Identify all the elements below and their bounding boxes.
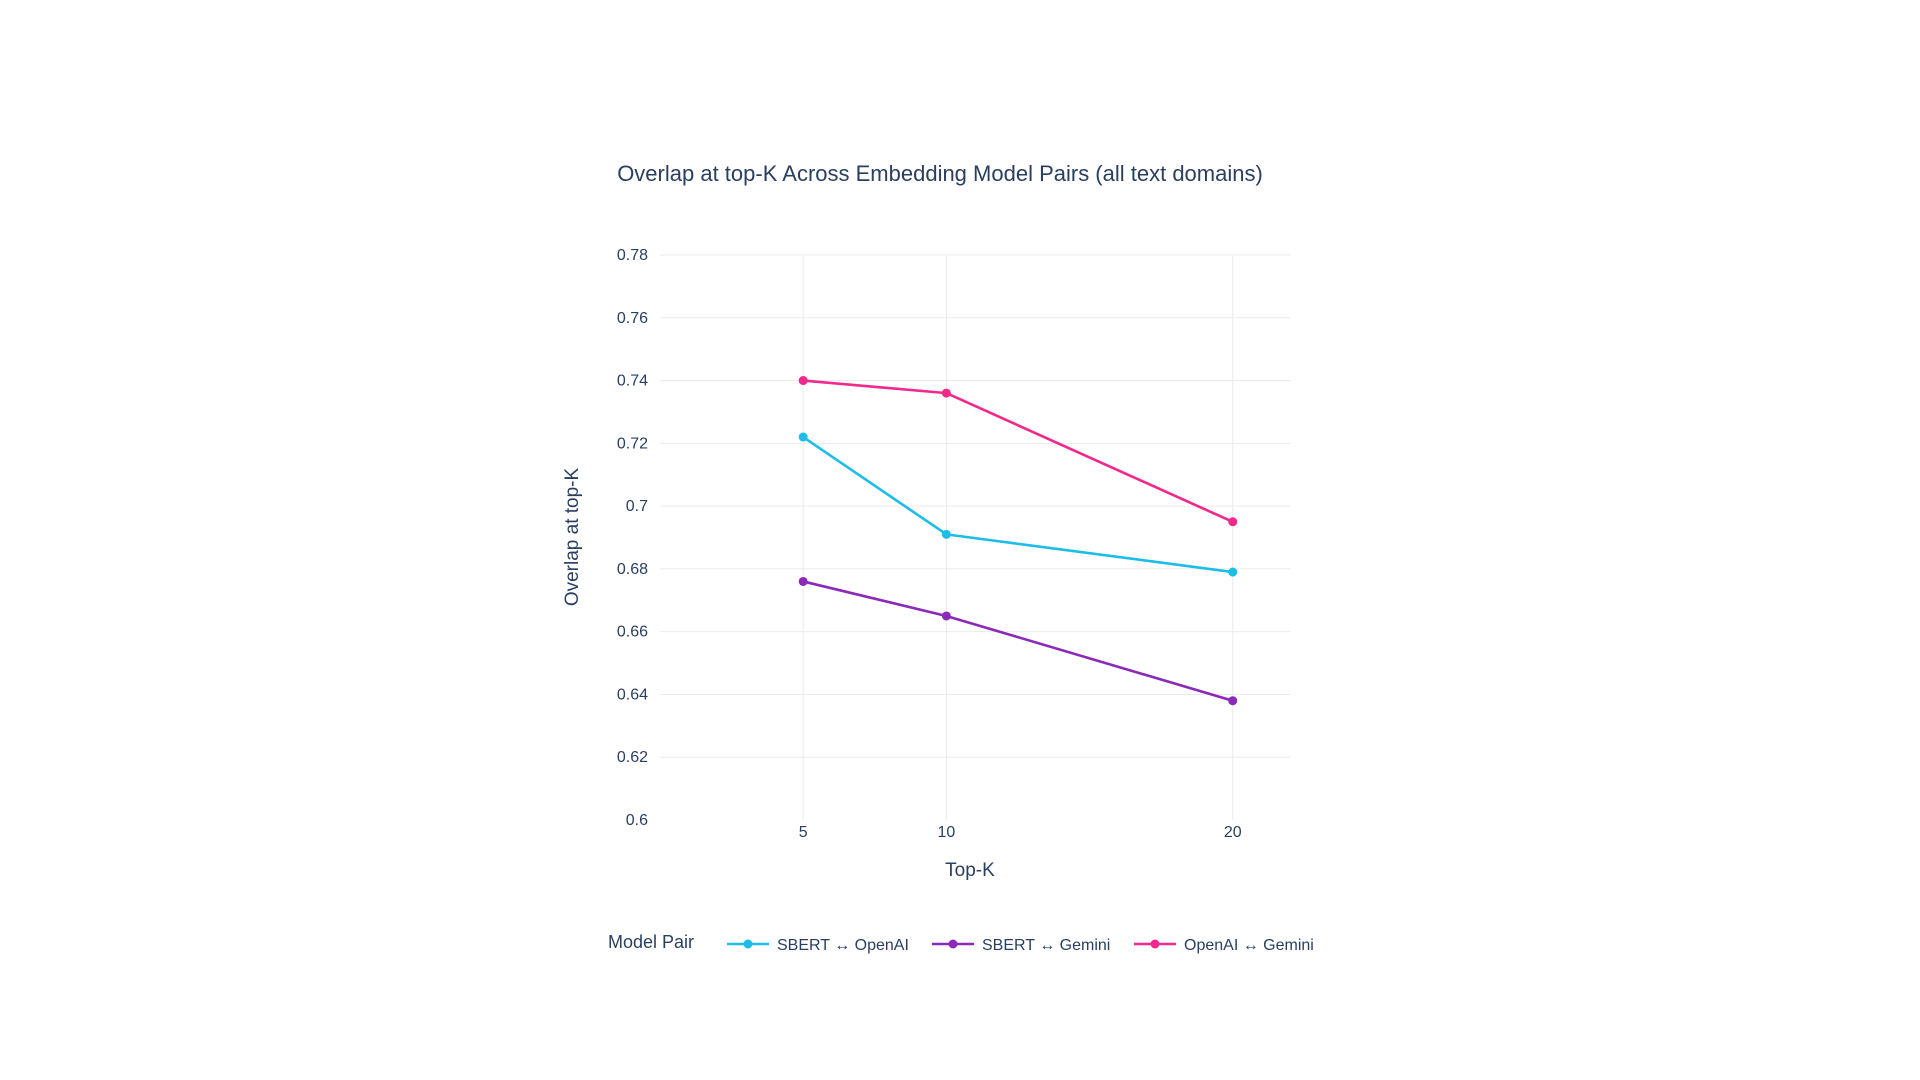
data-point: [1228, 696, 1238, 706]
data-point: [941, 529, 951, 539]
legend-item: SBERT ↔ OpenAI: [727, 937, 909, 954]
legend-label: SBERT ↔ Gemini: [982, 937, 1110, 954]
data-point: [1228, 567, 1238, 577]
y-tick-label: 0.64: [617, 686, 648, 703]
y-tick-label: 0.78: [617, 247, 648, 264]
legend-label: SBERT ↔ OpenAI: [777, 937, 909, 954]
y-tick-label: 0.6: [626, 812, 648, 829]
data-point: [941, 611, 951, 621]
y-tick-label: 0.7: [626, 498, 648, 515]
legend-swatch-marker: [1150, 939, 1160, 949]
data-point: [798, 576, 808, 586]
data-point: [798, 432, 808, 442]
x-tick-label: 10: [937, 824, 955, 841]
y-tick-label: 0.74: [617, 373, 648, 390]
y-tick-label: 0.72: [617, 435, 648, 452]
legend-title: Model Pair: [608, 932, 694, 952]
data-point: [941, 388, 951, 398]
data-point: [1228, 517, 1238, 527]
legend-swatch-marker: [743, 939, 753, 949]
y-tick-label: 0.62: [617, 749, 648, 766]
legend: Model Pair SBERT ↔ OpenAI SBERT ↔ Gemini O…: [608, 932, 1314, 954]
series-line: [803, 379, 1234, 523]
series-group: [798, 376, 1238, 527]
grid-layer: [660, 254, 1290, 820]
chart-title: Overlap at top-K Across Embedding Model …: [617, 161, 1263, 186]
series-layer: [798, 376, 1238, 706]
x-tick-label: 5: [799, 824, 808, 841]
y-tick-label: 0.76: [617, 310, 648, 327]
y-tick-label: 0.68: [617, 561, 648, 578]
y-tick-label: 0.66: [617, 624, 648, 641]
series-line: [802, 435, 1233, 574]
x-tick-label: 20: [1224, 824, 1242, 841]
legend-label: OpenAI ↔ Gemini: [1184, 937, 1314, 954]
y-axis-ticks: 0.6 0.62 0.64 0.66 0.68 0.7 0.72 0.74 0.76 0.78: [617, 247, 648, 829]
legend-swatch-marker: [948, 939, 958, 949]
x-axis-ticks: 5 10 20: [799, 824, 1242, 841]
series-group: [798, 576, 1238, 706]
series-group: [798, 432, 1238, 577]
series-line: [802, 580, 1234, 702]
y-axis-title: Overlap at top-K: [562, 468, 583, 607]
data-point: [798, 376, 808, 386]
legend-item: SBERT ↔ Gemini: [932, 937, 1110, 954]
x-axis-title: Top-K: [945, 860, 995, 881]
legend-item: OpenAI ↔ Gemini: [1134, 937, 1314, 954]
